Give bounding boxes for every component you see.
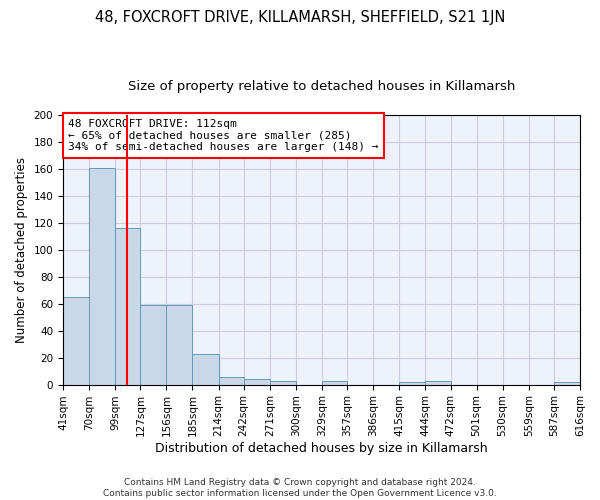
Bar (140, 305, 166, 384)
Bar (89, 168, 115, 384)
Bar (63, 297, 89, 384)
Text: Contains HM Land Registry data © Crown copyright and database right 2024.
Contai: Contains HM Land Registry data © Crown c… (103, 478, 497, 498)
Bar (322, 380, 347, 384)
Text: 48, FOXCROFT DRIVE, KILLAMARSH, SHEFFIELD, S21 1JN: 48, FOXCROFT DRIVE, KILLAMARSH, SHEFFIEL… (95, 10, 505, 25)
Title: Size of property relative to detached houses in Killamarsh: Size of property relative to detached ho… (128, 80, 515, 93)
Bar (166, 305, 193, 384)
Bar (270, 380, 296, 384)
Bar (399, 382, 425, 384)
Y-axis label: Number of detached properties: Number of detached properties (15, 157, 28, 343)
Text: 48 FOXCROFT DRIVE: 112sqm
← 65% of detached houses are smaller (285)
34% of semi: 48 FOXCROFT DRIVE: 112sqm ← 65% of detac… (68, 119, 379, 152)
Bar (218, 376, 244, 384)
Bar (193, 354, 218, 384)
Bar (554, 382, 580, 384)
Bar (115, 228, 140, 384)
Bar (244, 379, 270, 384)
Bar (425, 380, 451, 384)
X-axis label: Distribution of detached houses by size in Killamarsh: Distribution of detached houses by size … (155, 442, 488, 455)
